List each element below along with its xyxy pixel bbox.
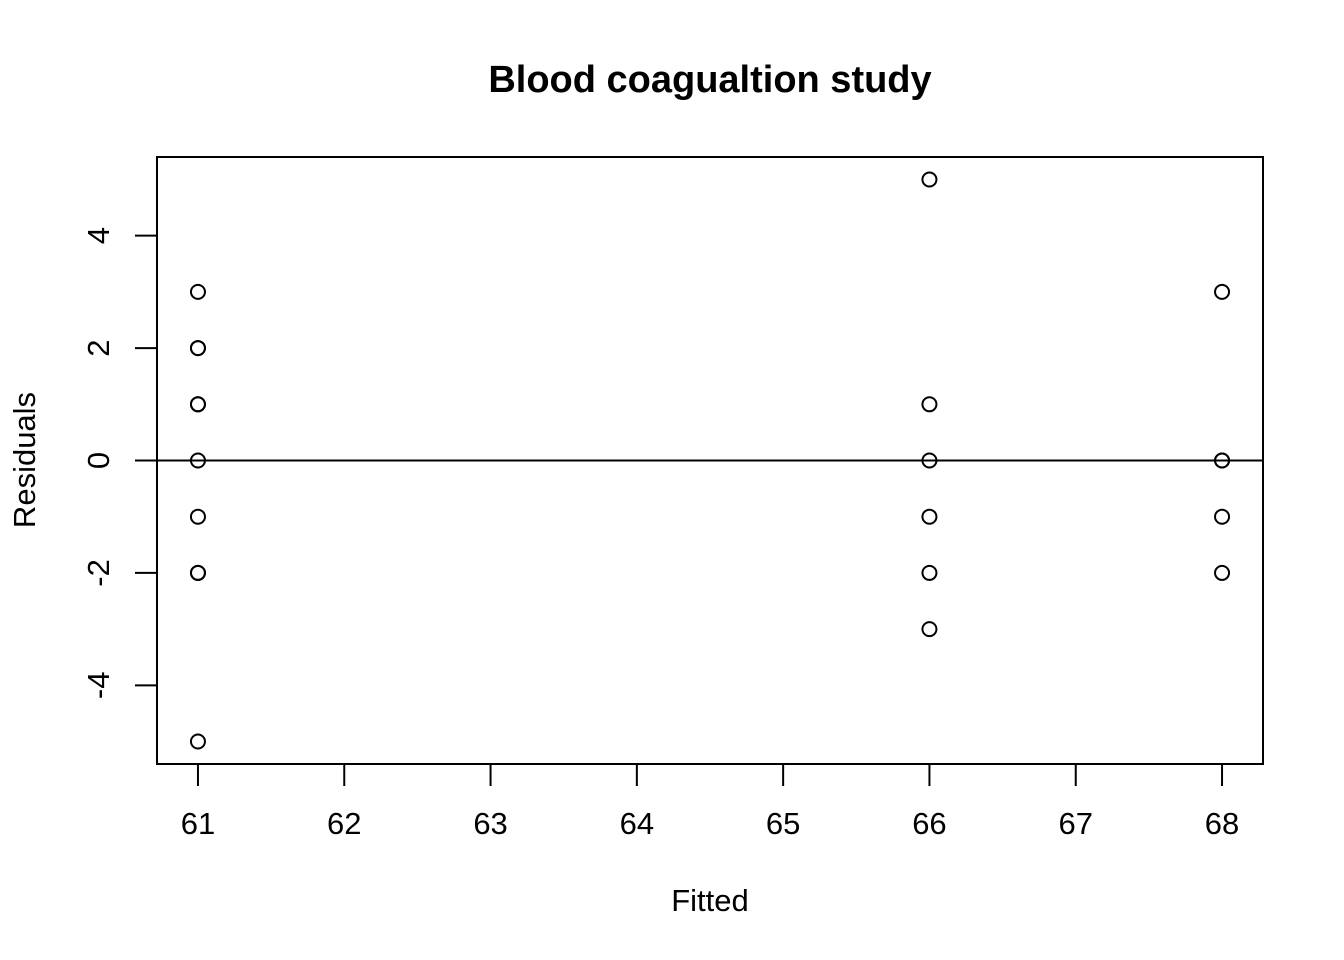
y-tick-label: -2 bbox=[81, 559, 116, 587]
data-point bbox=[921, 171, 938, 188]
x-axis-label: Fitted bbox=[671, 883, 749, 918]
x-tick-label: 61 bbox=[181, 806, 215, 841]
x-tick-label: 64 bbox=[620, 806, 654, 841]
x-tick-label: 68 bbox=[1205, 806, 1239, 841]
x-tick-label: 62 bbox=[327, 806, 361, 841]
x-tick-label: 66 bbox=[912, 806, 946, 841]
chart-title: Blood coagualtion study bbox=[488, 59, 931, 101]
y-tick-label: 4 bbox=[81, 227, 116, 244]
x-tick-label: 67 bbox=[1058, 806, 1092, 841]
data-point bbox=[1214, 564, 1231, 581]
y-tick-label: 2 bbox=[81, 339, 116, 356]
x-axis: 61 62 63 64 65 66 67 68 bbox=[181, 764, 1239, 841]
data-point bbox=[189, 508, 206, 525]
data-point bbox=[921, 564, 938, 581]
data-point bbox=[189, 396, 206, 413]
x-tick-label: 65 bbox=[766, 806, 800, 841]
data-point bbox=[921, 396, 938, 413]
data-point bbox=[921, 621, 938, 638]
data-point bbox=[189, 733, 206, 750]
data-point bbox=[189, 340, 206, 357]
data-point bbox=[1214, 508, 1231, 525]
data-point bbox=[921, 508, 938, 525]
data-point bbox=[189, 283, 206, 300]
data-point bbox=[189, 564, 206, 581]
data-point bbox=[1214, 283, 1231, 300]
y-axis: -4 -2 0 2 4 bbox=[81, 227, 157, 699]
x-tick-label: 63 bbox=[473, 806, 507, 841]
y-tick-label: -4 bbox=[81, 672, 116, 700]
y-axis-label: Residuals bbox=[7, 392, 42, 528]
y-tick-label: 0 bbox=[81, 452, 116, 469]
